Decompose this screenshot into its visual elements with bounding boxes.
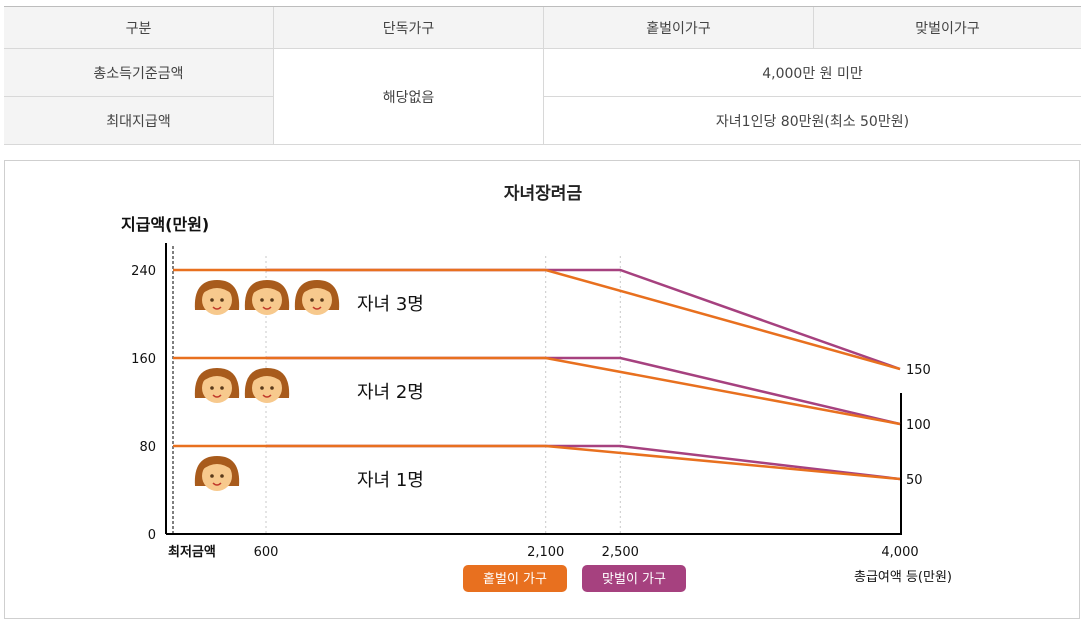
y-axis-label: 지급액(만원) [121, 215, 209, 234]
mouth [312, 306, 322, 310]
single-income-line-2 [173, 356, 901, 426]
x-tick-label-1: 600 [254, 545, 279, 560]
eye-left [310, 298, 314, 302]
mouth [262, 306, 272, 310]
eye-right [270, 298, 274, 302]
right-tick-label-150: 150 [906, 363, 931, 378]
mouth [212, 306, 222, 310]
legend-label: 홑벌이 가구 [483, 572, 547, 587]
face-shape [202, 285, 232, 315]
legend-dual-income: 맞벌이 가구 [582, 565, 686, 592]
face-shape [252, 373, 282, 403]
x-tick-label-3: 2,500 [602, 545, 639, 560]
fringe-shape [202, 458, 232, 470]
eye-right [220, 298, 224, 302]
header-dual-income: 맞벌이가구 [813, 6, 1081, 49]
eligibility-table: 구분 단독가구 홑벌이가구 맞벌이가구 총소득기준금액 해당없음 4,000만 … [4, 6, 1081, 145]
x-tick-label-2: 2,100 [527, 545, 564, 560]
eye-left [260, 298, 264, 302]
eye-right [270, 386, 274, 390]
y-tick-label-0: 0 [148, 528, 156, 543]
y-tick-label-160: 160 [131, 352, 156, 367]
fringe-shape [252, 282, 282, 294]
eye-left [210, 474, 214, 478]
child-face-icon [194, 368, 240, 403]
x-tick-label-4: 4,000 [881, 545, 918, 560]
dual-income-line-3 [266, 268, 901, 371]
max-payment-value: 자녀1인당 80만원(최소 50만원) [543, 96, 1081, 145]
chart-title: 자녀장려금 [504, 184, 583, 204]
child-face-icon [294, 280, 340, 315]
face-shape [202, 461, 232, 491]
mouth [212, 482, 222, 486]
fringe-shape [252, 370, 282, 382]
right-tick-label-100: 100 [906, 418, 931, 433]
single-income-line-1 [173, 444, 901, 481]
group-label-1: 자녀 1명 [357, 470, 424, 491]
group-label-3: 자녀 3명 [357, 294, 424, 315]
row-label-income-threshold: 총소득기준금액 [4, 48, 274, 97]
header-single-income: 홑벌이가구 [543, 6, 814, 49]
legend-swatch [582, 565, 686, 592]
eye-left [260, 386, 264, 390]
header-single-household: 단독가구 [273, 6, 544, 49]
chart-container: 자녀장려금 지급액(만원) 총급여액 등(만원) 0 80 160 240 최저금액 60… [4, 160, 1080, 619]
mouth [212, 394, 222, 398]
child-incentive-chart: 자녀장려금 지급액(만원) 총급여액 등(만원) 0 80 160 240 최저금액 60… [121, 184, 952, 592]
legend-single-income: 홑벌이 가구 [463, 565, 567, 592]
legend-label: 맞벌이 가구 [602, 572, 666, 587]
child-face-icon [244, 280, 290, 315]
x-tick-label-0: 최저금액 [168, 545, 216, 560]
eye-right [320, 298, 324, 302]
fringe-shape [202, 370, 232, 382]
face-shape [252, 285, 282, 315]
y-tick-label-240: 240 [131, 264, 156, 279]
eye-left [210, 298, 214, 302]
fringe-shape [202, 282, 232, 294]
fringe-shape [302, 282, 332, 294]
legend-swatch [463, 565, 567, 592]
mouth [262, 394, 272, 398]
header-category: 구분 [4, 6, 274, 49]
single-income-line-3 [173, 268, 901, 371]
single-household-value: 해당없음 [273, 48, 544, 145]
child-face-icon [244, 368, 290, 403]
x-axis-label: 총급여액 등(만원) [854, 570, 952, 585]
eye-left [210, 386, 214, 390]
right-tick-label-50: 50 [906, 473, 923, 488]
group-label-2: 자녀 2명 [357, 382, 424, 403]
face-shape [302, 285, 332, 315]
income-threshold-value: 4,000만 원 미만 [543, 48, 1081, 97]
child-face-icon [194, 280, 240, 315]
face-shape [202, 373, 232, 403]
row-label-max-payment: 최대지급액 [4, 96, 274, 145]
eye-right [220, 474, 224, 478]
y-tick-label-80: 80 [139, 440, 156, 455]
eye-right [220, 386, 224, 390]
child-face-icon [194, 456, 240, 491]
